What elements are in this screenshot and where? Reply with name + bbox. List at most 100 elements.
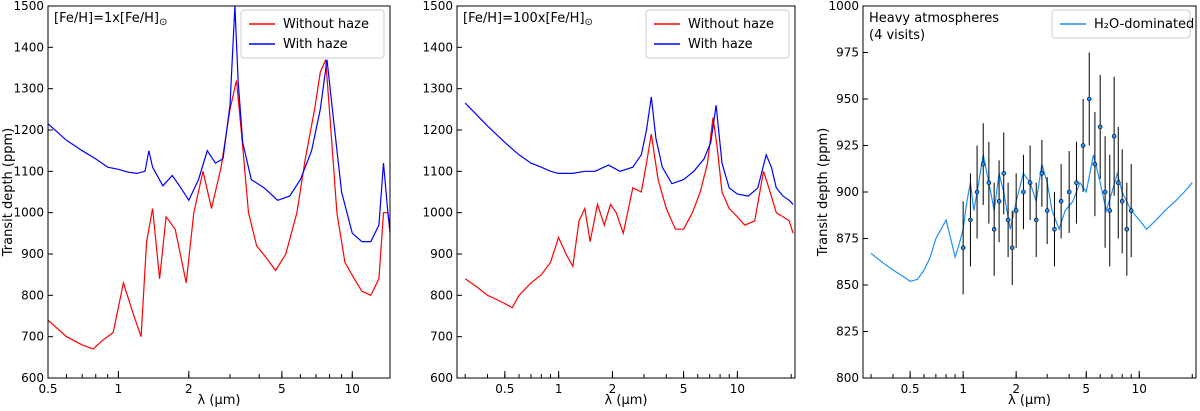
- panel-annotation: [Fe/H]=1x[Fe/H]⊙: [54, 11, 167, 28]
- y-axis-label: Transit depth (ppm): [816, 128, 831, 257]
- data-point: [1021, 189, 1026, 195]
- data-point: [1124, 226, 1130, 232]
- y-tick-label: 700: [430, 330, 453, 344]
- data-point: [1066, 189, 1072, 195]
- legend-label: With haze: [283, 37, 348, 52]
- series-line-1: [48, 59, 390, 350]
- data-point: [1001, 171, 1007, 176]
- x-tick-label: 2: [1012, 382, 1020, 396]
- series-line-1: [870, 154, 1193, 282]
- legend-box: [645, 9, 790, 59]
- axes-frame: [862, 5, 1197, 379]
- x-tick-label: 5: [680, 382, 688, 396]
- series-line-1: [464, 117, 794, 309]
- y-tick-label: 600: [21, 371, 44, 385]
- y-tick-label: 600: [430, 371, 453, 385]
- plot-area: [464, 96, 794, 309]
- y-tick-label: 1000: [828, 0, 859, 13]
- y-tick-label: 825: [836, 325, 859, 339]
- x-axis-label: λ (μm): [605, 393, 648, 408]
- y-tick-label: 800: [836, 371, 859, 385]
- y-tick-label: 900: [21, 247, 44, 261]
- data-point: [1013, 208, 1019, 213]
- panel-2: 600 700 800 900 1000 1100 1200 1300 1400 1500 0.5 1…: [422, 0, 796, 408]
- x-tick-label: 1: [959, 382, 967, 396]
- y-tick-label: 1300: [422, 82, 453, 96]
- series-line-2: [48, 6, 390, 243]
- data-point: [1074, 180, 1079, 185]
- x-tick-label: 0.5: [495, 382, 514, 396]
- y-tick-label: 1500: [422, 0, 453, 13]
- data-point: [960, 245, 966, 251]
- data-point: [1005, 217, 1011, 223]
- y-tick-label: 1400: [422, 40, 453, 54]
- axes-frame: [456, 5, 796, 379]
- legend-label: H₂O-dominated: [1094, 17, 1194, 32]
- data-point: [1092, 161, 1098, 167]
- y-tick-label: 1000: [422, 206, 453, 220]
- legend-label: Without haze: [283, 17, 369, 32]
- legend-label: With haze: [688, 37, 753, 52]
- x-tick-label: 10: [345, 382, 360, 396]
- data-point: [1115, 180, 1121, 185]
- legend-label: Without haze: [688, 17, 774, 32]
- y-tick-label: 1300: [13, 82, 44, 96]
- y-tick-label: 950: [836, 92, 859, 106]
- x-axis-label: λ (μm): [198, 393, 241, 408]
- data-point: [980, 161, 986, 167]
- x-tick-label: 5: [1082, 382, 1090, 396]
- y-tick-label: 1500: [13, 0, 44, 13]
- x-tick-label: 10: [1132, 382, 1147, 396]
- data-point: [1033, 217, 1039, 223]
- data-point: [1111, 133, 1117, 139]
- y-axis-label: Transit depth (ppm): [1, 128, 16, 257]
- data-point: [1027, 180, 1033, 185]
- data-point: [991, 226, 997, 232]
- y-tick-label: 900: [430, 247, 453, 261]
- data-point: [1086, 96, 1092, 102]
- data-point: [1009, 245, 1015, 251]
- data-point: [968, 217, 973, 223]
- y-tick-label: 1200: [422, 123, 453, 137]
- data-point: [1039, 171, 1045, 176]
- y-tick-label: 925: [836, 139, 859, 153]
- y-tick-label: 700: [21, 330, 44, 344]
- x-tick-label: 0.5: [38, 382, 57, 396]
- data-point: [986, 180, 992, 185]
- y-tick-label: 850: [836, 278, 859, 292]
- data-point: [1044, 208, 1050, 213]
- plot-area: [48, 6, 390, 350]
- y-tick-label: 1000: [13, 206, 44, 220]
- legend: Without haze With haze: [645, 9, 790, 59]
- data-point: [974, 189, 980, 195]
- y-tick-label: 900: [836, 185, 859, 199]
- x-tick-label: 10: [730, 382, 745, 396]
- data-point: [996, 199, 1002, 204]
- legend: H₂O-dominated: [1051, 9, 1194, 39]
- x-tick-label: 1: [555, 382, 563, 396]
- series-line-2: [464, 96, 794, 205]
- panel-annotation-line-2: (4 visits): [869, 28, 925, 43]
- panel-1: 600 700 800 900 1000 1100 1200 1300 1400 1500 0.5 1…: [1, 0, 391, 408]
- y-tick-label: 1400: [13, 40, 44, 54]
- y-tick-label: 1200: [13, 123, 44, 137]
- axes-frame: [47, 5, 391, 379]
- legend-box: [240, 9, 385, 59]
- x-tick-label: 2: [185, 382, 193, 396]
- plot-area: [870, 52, 1193, 295]
- panel-annotation-line-1: Heavy atmospheres: [869, 11, 999, 26]
- data-point: [1097, 124, 1103, 130]
- data-point: [1080, 143, 1086, 148]
- data-point: [1119, 199, 1125, 204]
- x-tick-label: 5: [278, 382, 286, 396]
- data-point: [1107, 208, 1113, 213]
- panel-3: 800 825 850 875 900 925 950 975 1000 0.5 1 2 5 10 λ (μ…: [816, 0, 1197, 408]
- x-tick-label: 0.5: [901, 382, 920, 396]
- panel-annotation: [Fe/H]=100x[Fe/H]⊙: [463, 11, 593, 28]
- x-tick-label: 1: [115, 382, 123, 396]
- legend-box: [1051, 9, 1191, 39]
- y-tick-label: 975: [836, 46, 859, 60]
- data-point: [1058, 199, 1064, 204]
- legend: Without haze With haze: [240, 9, 385, 59]
